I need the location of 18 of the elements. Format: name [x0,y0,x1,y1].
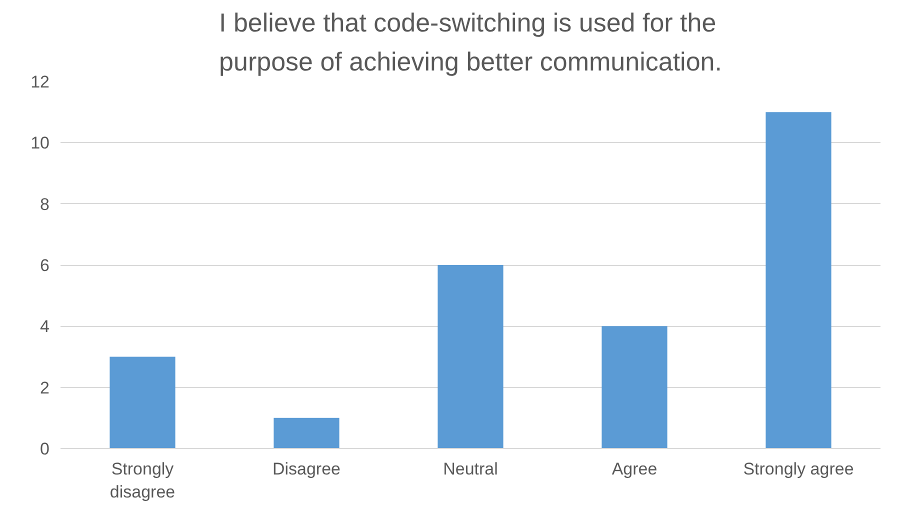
x-tick-label: Neutral [443,460,498,478]
bar [274,418,340,448]
y-tick-label: 6 [40,256,50,275]
bar [110,356,176,448]
bar [766,112,832,448]
y-tick-label: 10 [30,134,50,153]
x-tick-label: Strongly agree [743,460,854,478]
x-tick-label: Strongly disagree [110,460,176,502]
bar [438,265,504,448]
y-tick-label: 8 [40,194,50,214]
y-tick-label: 12 [30,72,50,92]
bar [602,326,668,448]
y-tick-label: 2 [40,378,50,398]
x-tick-label: Disagree [272,460,341,478]
x-tick-label: Agree [612,460,658,478]
y-tick-label: 0 [40,440,50,458]
y-tick-label: 4 [40,317,50,336]
chart-title: I believe that code-switching is used for the purpose of achieving better communication. [219,8,722,76]
